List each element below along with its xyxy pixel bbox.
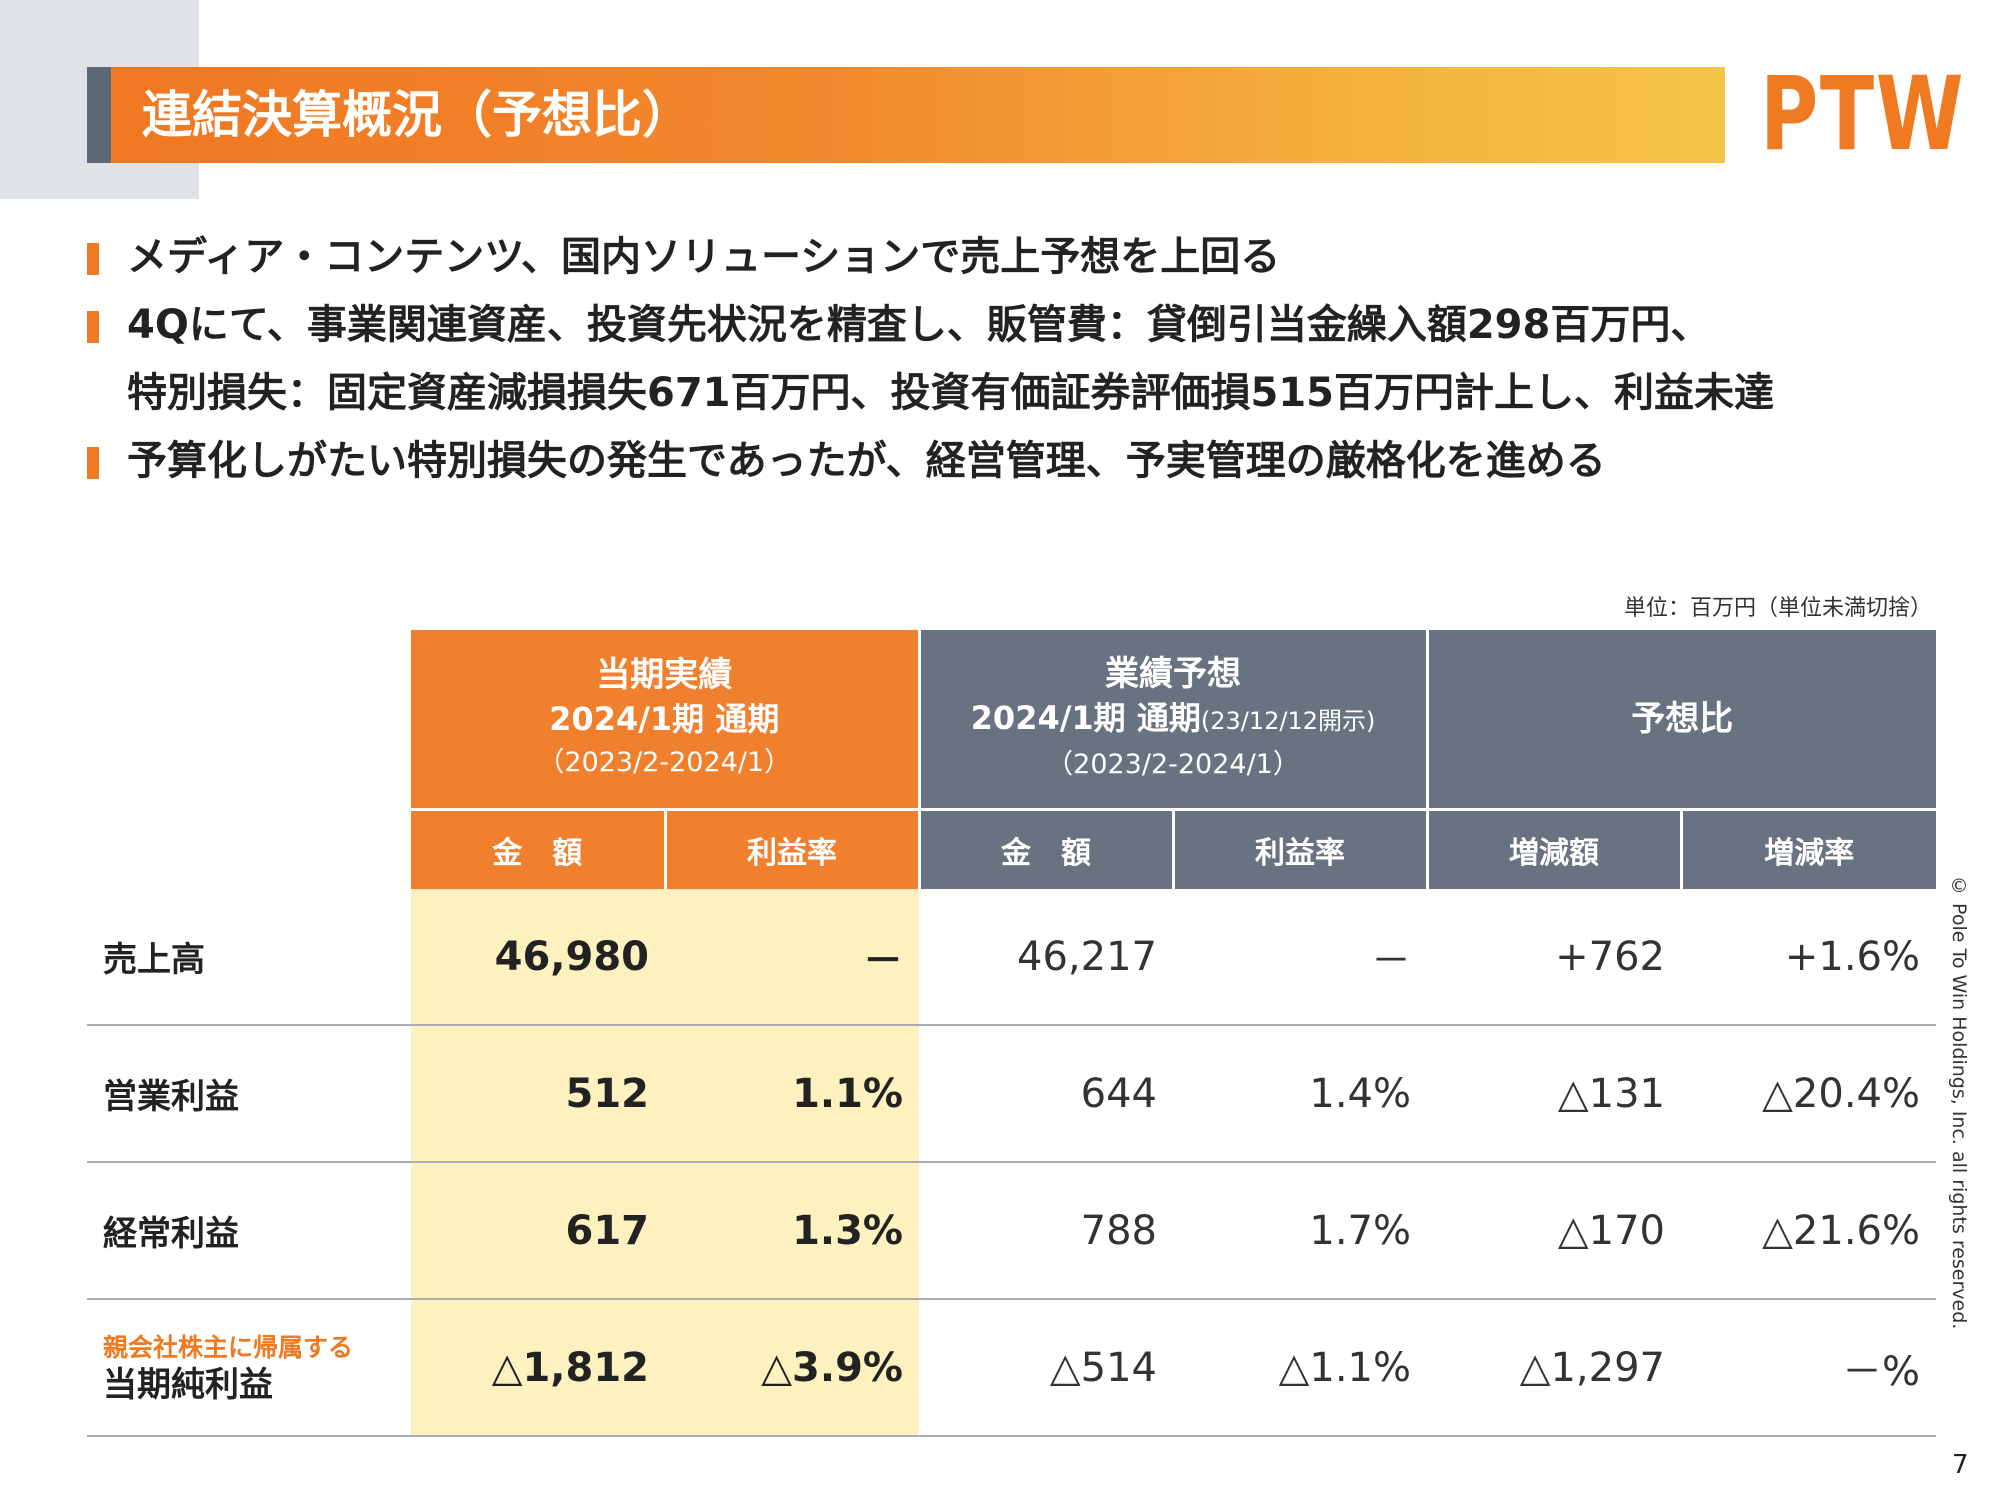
header-comparison-title: 予想比 [1631, 699, 1734, 739]
actual-amount: 46,980 [411, 889, 665, 1026]
row-label: 営業利益 [87, 1025, 411, 1163]
header-blank [87, 630, 411, 810]
row-label-main: 当期純利益 [103, 1364, 273, 1405]
header-forecast-period: 2024/1期 通期 [970, 698, 1201, 737]
header-forecast-title: 業績予想 [1105, 653, 1241, 694]
subheader-actual-margin: 利益率 [663, 808, 919, 889]
forecast-margin: △1.1% [1173, 1299, 1427, 1437]
table-header-row: 当期実績 2024/1期 通期 （2023/2-2024/1） 業績予想 202… [87, 630, 1936, 810]
title-bar [87, 67, 1725, 163]
bullet-item: メディア・コンテンツ、国内ソリューションで売上予想を上回る [87, 223, 1937, 291]
financial-summary-table: 当期実績 2024/1期 通期 （2023/2-2024/1） 業績予想 202… [87, 630, 1936, 1437]
actual-amount: 512 [411, 1025, 665, 1163]
change-rate: △20.4% [1681, 1025, 1936, 1163]
forecast-margin: 1.7% [1173, 1162, 1427, 1300]
copyright-notice: © Pole To Win Holdings, Inc. all rights … [1948, 875, 1970, 1330]
bullet-list: メディア・コンテンツ、国内ソリューションで売上予想を上回る 4Qにて、事業関連資… [87, 223, 1937, 495]
change-amount: △170 [1427, 1162, 1681, 1300]
change-rate: －% [1681, 1299, 1936, 1437]
change-rate: +1.6% [1681, 889, 1936, 1026]
table-row: 親会社株主に帰属する 当期純利益 △1,812 △3.9% △514 △1.1%… [87, 1299, 1936, 1437]
change-rate: △21.6% [1681, 1162, 1936, 1300]
subheader-change-amount: 増減額 [1425, 808, 1681, 889]
subheader-forecast-amount: 金 額 [917, 808, 1173, 889]
actual-margin: △3.9% [665, 1299, 919, 1437]
bullet-text: 予算化しがたい特別損失の発生であったが、経営管理、予実管理の厳格化を進める [127, 438, 1606, 484]
bullet-text: 4Qにて、事業関連資産、投資先状況を精査し、販管費：貸倒引当金繰入額298百万円… [127, 302, 1711, 348]
subheader-blank [87, 810, 411, 890]
forecast-amount: △514 [919, 1299, 1173, 1437]
forecast-amount: 788 [919, 1162, 1173, 1300]
change-amount: △1,297 [1427, 1299, 1681, 1437]
page-number: 7 [1952, 1450, 1969, 1480]
header-forecast-range: （2023/2-2024/1） [1046, 748, 1300, 780]
bullet-item: 4Qにて、事業関連資産、投資先状況を精査し、販管費：貸倒引当金繰入額298百万円… [87, 291, 1937, 427]
header-forecast-disclosed: (23/12/12開示) [1200, 706, 1376, 735]
row-label-note: 親会社株主に帰属する [103, 1332, 354, 1362]
page-title: 連結決算概況（予想比） [142, 86, 692, 144]
table-row: 経常利益 617 1.3% 788 1.7% △170 △21.6% [87, 1162, 1936, 1300]
subheader-actual-amount: 金 額 [411, 808, 665, 889]
change-amount: +762 [1427, 889, 1681, 1026]
header-forecast: 業績予想 2024/1期 通期(23/12/12開示) （2023/2-2024… [917, 630, 1427, 810]
forecast-margin: － [1173, 889, 1427, 1026]
header-actual-range: （2023/2-2024/1） [537, 747, 792, 778]
row-label: 経常利益 [87, 1162, 411, 1300]
table-row: 売上高 46,980 － 46,217 － +762 +1.6% [87, 889, 1936, 1026]
ptw-logo: PTW [1760, 55, 1966, 174]
forecast-margin: 1.4% [1173, 1025, 1427, 1163]
header-actual-period: 2024/1期 通期 [549, 700, 780, 738]
actual-amount: 617 [411, 1162, 665, 1300]
bullet-text: メディア・コンテンツ、国内ソリューションで売上予想を上回る [127, 234, 1281, 280]
bullet-text-continued: 特別損失：固定資産減損損失671百万円、投資有価証券評価損515百万円計上し、利… [127, 370, 1774, 416]
subheader-forecast-margin: 利益率 [1171, 808, 1427, 889]
table-subheader-row: 金 額 利益率 金 額 利益率 増減額 増減率 [87, 808, 1936, 890]
title-bar-edge [87, 67, 111, 163]
actual-margin: 1.1% [665, 1025, 919, 1163]
bullet-marker [87, 243, 99, 275]
unit-note: 単位：百万円（単位未満切捨） [1623, 596, 1932, 621]
bullet-marker [87, 447, 99, 479]
forecast-amount: 644 [919, 1025, 1173, 1163]
table-row: 営業利益 512 1.1% 644 1.4% △131 △20.4% [87, 1025, 1936, 1163]
change-amount: △131 [1427, 1025, 1681, 1163]
forecast-amount: 46,217 [919, 889, 1173, 1026]
header-actual: 当期実績 2024/1期 通期 （2023/2-2024/1） [411, 630, 919, 810]
header-actual-title: 当期実績 [596, 655, 733, 695]
bullet-item: 予算化しがたい特別損失の発生であったが、経営管理、予実管理の厳格化を進める [87, 427, 1937, 495]
row-label: 売上高 [87, 889, 411, 1026]
header-comparison: 予想比 [1425, 630, 1936, 810]
row-label: 親会社株主に帰属する 当期純利益 [87, 1299, 411, 1437]
subheader-change-rate: 増減率 [1679, 808, 1936, 889]
actual-amount: △1,812 [411, 1299, 665, 1437]
actual-margin: 1.3% [665, 1162, 919, 1300]
bullet-marker [87, 311, 99, 343]
actual-margin: － [665, 889, 919, 1026]
